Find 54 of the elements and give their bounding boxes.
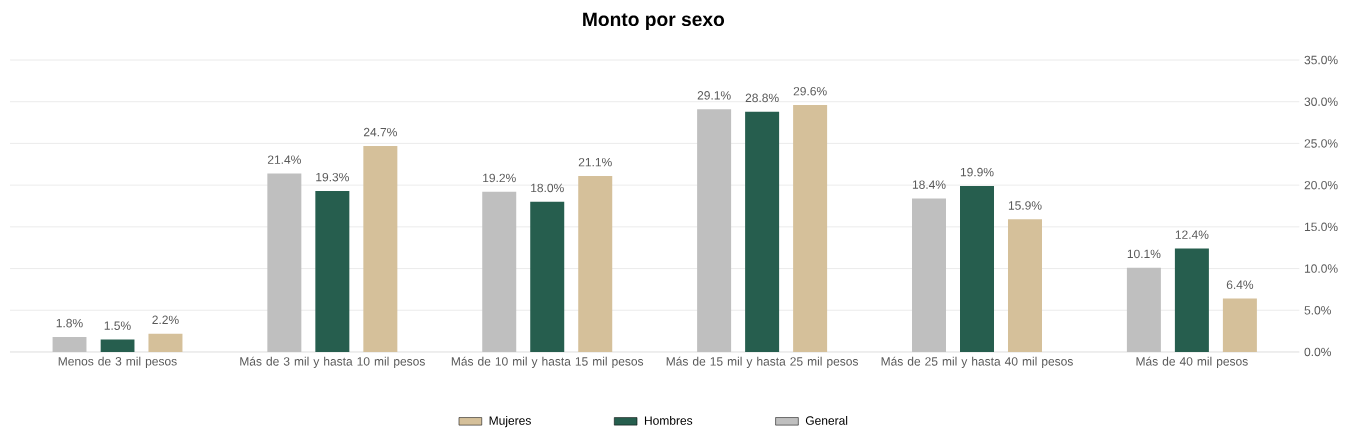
y-tick-label: 20.0% [1304, 180, 1338, 190]
data-label: 2.2% [152, 315, 179, 325]
data-label: 29.1% [697, 91, 731, 100]
bar [1008, 219, 1043, 352]
legend-label: General [805, 415, 848, 425]
y-tick-label: 30.0% [1304, 97, 1338, 106]
data-label: 6.4% [1226, 280, 1254, 290]
x-tick-label: Más de 25 mil y hasta 40 mil pesos [881, 356, 1073, 369]
y-tick-label: 0.0% [1304, 347, 1331, 357]
data-label: 19.2% [483, 173, 516, 183]
data-label: 15.9% [1008, 201, 1042, 210]
data-label: 10.1% [1127, 249, 1161, 259]
bar [1222, 298, 1257, 352]
data-label: 19.3% [316, 172, 349, 182]
bar [482, 191, 517, 352]
bar [148, 333, 183, 352]
y-tick-label: 25.0% [1304, 139, 1338, 148]
y-tick-label: 10.0% [1304, 264, 1338, 273]
data-label: 29.6% [793, 86, 827, 96]
bar [1174, 248, 1209, 352]
data-label: 12.4% [1175, 230, 1209, 239]
x-tick-label: Más de 15 mil y hasta 25 mil pesos [666, 356, 859, 369]
data-label: 21.1% [578, 157, 612, 167]
bar [267, 173, 302, 352]
bar [52, 336, 87, 352]
data-label: 28.8% [745, 93, 779, 103]
y-tick-label: 15.0% [1304, 222, 1338, 232]
chart-title: Monto por sexo [583, 12, 725, 30]
bar [363, 145, 398, 352]
y-tick-label: 35.0% [1304, 55, 1338, 65]
x-tick-label: Más de 10 mil y hasta 15 mil pesos [451, 356, 644, 369]
bar [1126, 267, 1161, 352]
data-label: 18.4% [912, 180, 946, 189]
data-label: 24.7% [363, 127, 397, 137]
x-tick-label: Más de 3 mil y hasta 10 mil pesos [240, 356, 425, 369]
bar [530, 201, 565, 352]
data-label: 1.8% [56, 318, 83, 328]
bar [960, 185, 994, 352]
x-tick-label: Más de 40 mil pesos [1136, 356, 1248, 369]
legend-label: Mujeres [489, 415, 531, 428]
y-tick-label: 5.0% [1304, 306, 1331, 315]
bar [578, 175, 613, 352]
data-label: 1.5% [104, 321, 131, 330]
bar [745, 111, 780, 352]
data-label: 18.0% [531, 183, 564, 193]
bar [793, 105, 828, 352]
bar [100, 339, 135, 352]
data-label: 21.4% [267, 155, 301, 164]
bar [912, 198, 946, 352]
x-tick-label: Menos de 3 mil pesos [58, 356, 177, 368]
bar [697, 109, 732, 352]
bar [315, 190, 350, 352]
legend-label: Hombres [644, 415, 693, 425]
data-label: 19.9% [960, 167, 994, 177]
